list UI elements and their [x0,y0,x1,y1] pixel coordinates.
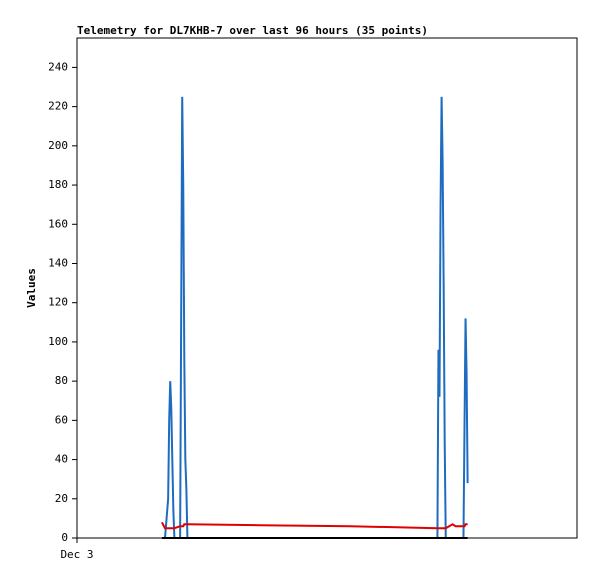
y-tick-label: 220 [48,100,68,113]
y-tick-label: 200 [48,139,68,152]
series-line [161,96,469,539]
x-tick-label: Dec 3 [60,548,93,561]
plot-frame [76,37,578,539]
y-tick-label: 80 [55,374,68,387]
y-tick-label: 160 [48,217,68,230]
chart-title: Telemetry for DL7KHB-7 over last 96 hour… [77,24,428,37]
y-tick-label: 60 [55,413,68,426]
y-tick-label: 180 [48,178,68,191]
y-tick-label: 0 [61,531,68,544]
y-tick-label: 240 [48,60,68,73]
y-tick-label: 120 [48,296,68,309]
y-axis-title: Values [25,268,38,308]
y-tick-label: 20 [55,492,68,505]
series-line [161,521,468,530]
y-tick-label: 140 [48,256,68,269]
y-tick-label: 40 [55,453,68,466]
y-tick-label: 100 [48,335,68,348]
